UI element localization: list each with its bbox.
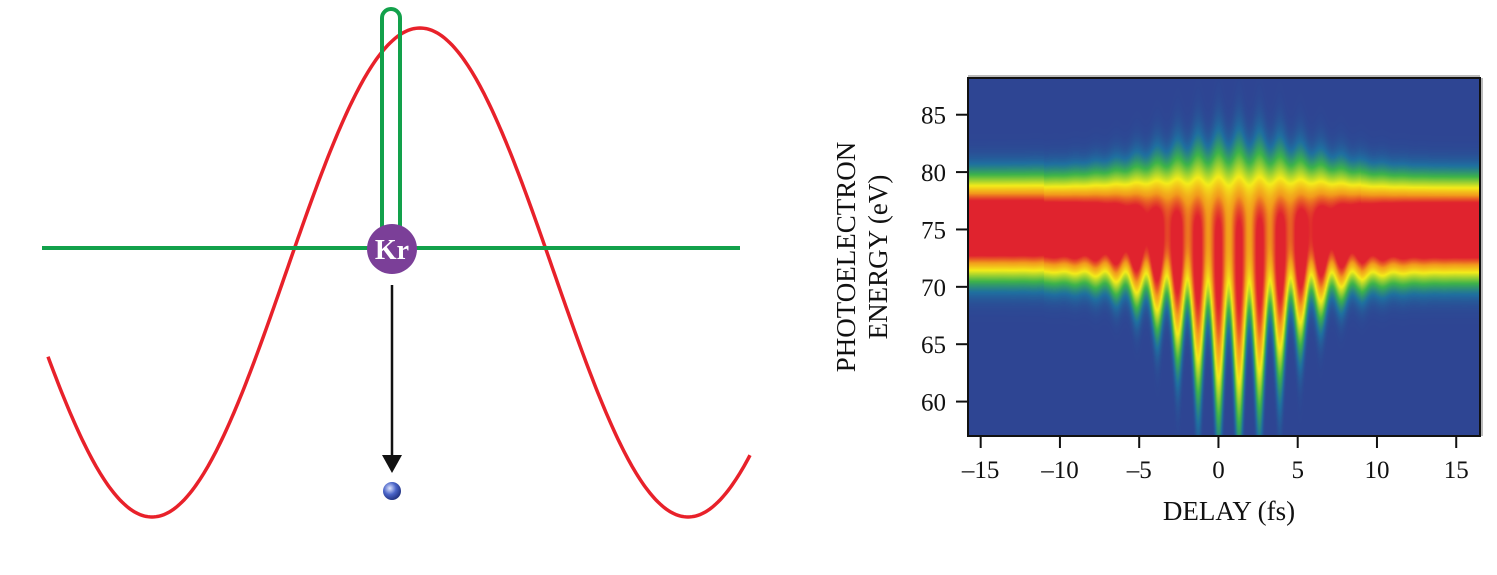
x-axis-title: DELAY (fs) [1163,496,1295,526]
arrow-head-icon [382,455,402,473]
y-tick-label: 65 [921,332,946,359]
photoelectron-icon [383,482,401,500]
x-tick-label: 10 [1364,457,1389,484]
x-tick-label: 15 [1444,457,1469,484]
heatmap-image [968,78,1480,436]
y-tick-label: 70 [921,275,946,302]
y-tick-label: 80 [921,160,946,187]
x-tick-label: –15 [961,457,1000,484]
x-tick-label: 5 [1291,457,1304,484]
atom-label: Kr [375,235,409,266]
y-axis-title-line2: ENERGY (eV) [863,175,893,340]
plot-frame [967,77,1481,437]
x-tick-label: –10 [1040,457,1079,484]
y-tick-label: 60 [921,390,946,417]
y-axis-title-line1: PHOTOELECTRON [831,142,861,373]
y-tick-label: 75 [921,217,946,244]
x-tick-label: –5 [1126,457,1152,484]
xuv-pulse-icon [380,7,402,232]
attosecond-streaking-diagram: Kr [42,7,752,519]
y-tick-label: 85 [921,103,946,130]
kr-atom: Kr [367,224,417,274]
x-tick-label: 0 [1212,457,1225,484]
